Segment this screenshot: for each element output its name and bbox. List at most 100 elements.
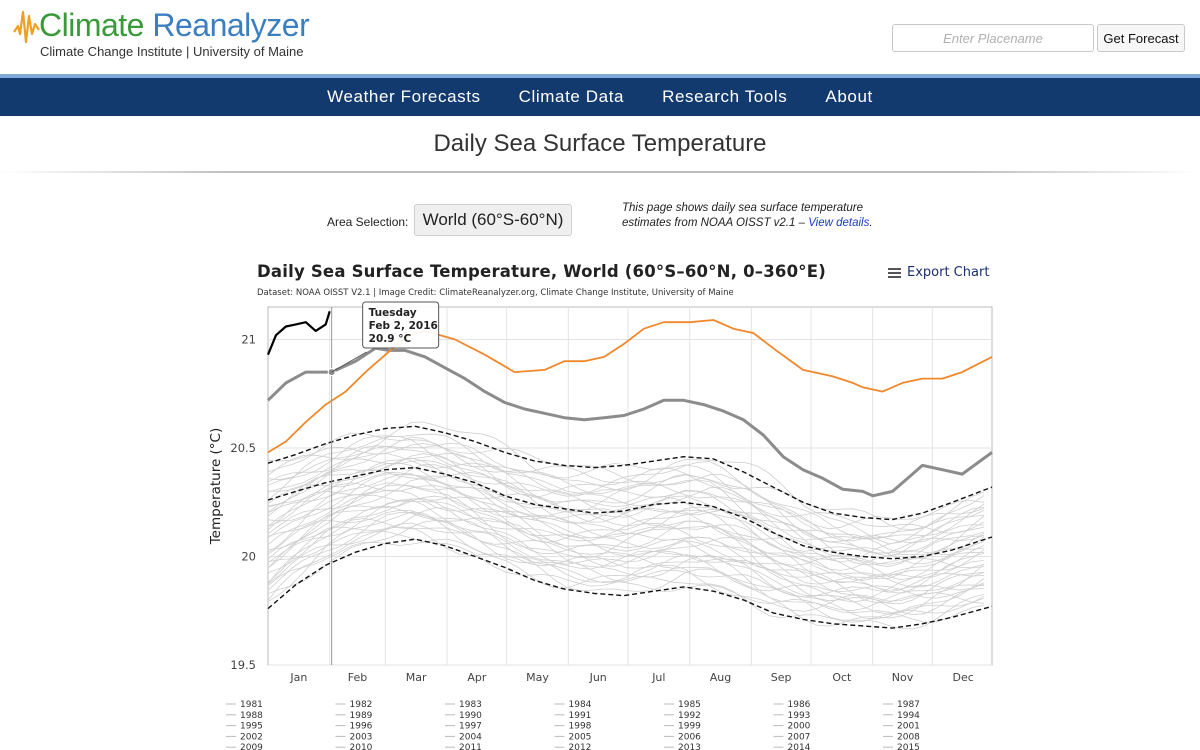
year-series-line [267,471,985,556]
site-header: Climate Reanalyzer Climate Change Instit… [0,0,1200,74]
year-series-line [267,473,985,585]
placename-search-input[interactable] [892,24,1094,52]
legend-item: 1993 [788,711,811,721]
x-month-label: Dec [953,671,974,684]
site-logo-title[interactable]: Climate Reanalyzer [39,7,310,44]
legend-item: 2009 [240,743,263,750]
x-month-label: Jul [651,671,665,684]
year-series-line [267,507,985,616]
x-month-label: Aug [710,671,731,684]
description-text: This page shows daily sea surface temper… [622,202,863,229]
page-title: Daily Sea Surface Temperature [433,130,767,157]
year-series-line [267,464,985,581]
tooltip-pointer [331,351,367,373]
nav-research-tools[interactable]: Research Tools [662,87,788,106]
minus-2sd-line [267,538,993,629]
view-details-link[interactable]: View details [808,217,870,229]
year-series-line [267,473,985,581]
legend-item: 2011 [459,743,482,750]
legend-item: 1988 [240,711,263,721]
hamburger-menu-icon [888,267,901,278]
legend-item: 1996 [350,722,373,732]
chart-subtitle: Dataset: NOAA OISST V2.1 | Image Credit:… [257,288,734,298]
x-month-label: Apr [467,671,487,684]
series-line-2023 [267,319,993,454]
year-series-line [267,477,985,594]
year-series-line [267,482,985,565]
export-chart-button[interactable]: Export Chart [888,265,989,280]
year-series-line [267,458,985,544]
legend-item: 1999 [678,722,701,732]
y-tick-label: 19.5 [230,658,256,672]
tooltip-weekday: Tuesday [369,307,417,319]
sst-chart: 19.5 20 20.5 21 Jan Feb Mar Apr May Jun Jul Aug Sep O… [200,255,1000,750]
y-tick-label: 20.5 [230,441,256,455]
x-month-label: May [526,671,549,684]
plus-2sd-line [267,425,993,521]
x-month-label: Jun [589,671,607,684]
y-axis-title: Temperature (°C) [208,428,224,546]
series-line-2024 [266,310,331,356]
legend-item: 1987 [897,700,920,710]
series-line-2016 [266,346,993,498]
legend-item: 2003 [350,732,373,742]
year-series-line [267,499,985,597]
year-series-line [267,433,985,542]
year-series-line [267,453,985,553]
area-selection-dropdown[interactable]: World (60°S-60°N) [414,204,572,236]
year-series-line [267,457,985,568]
legend-item: 1994 [897,711,920,721]
x-month-label: Jan [289,671,307,684]
legend-item: 1990 [459,711,482,721]
x-month-label: Mar [406,671,427,684]
legend-item: 1989 [350,711,373,721]
year-series-line [267,509,985,591]
legend-item: 2013 [678,743,701,750]
legend-item: 2000 [788,722,811,732]
description-end: . [869,217,873,229]
legend-item: 1995 [240,722,263,732]
legend-item: 2007 [788,732,811,742]
year-series-line [267,511,985,627]
x-month-label: Oct [832,671,852,684]
nav-weather-forecasts[interactable]: Weather Forecasts [327,87,481,106]
year-series-line [267,482,985,603]
legend-item: 1985 [678,700,701,710]
year-series-line [267,436,985,541]
x-month-label: Sep [771,671,792,684]
legend-item: 2012 [569,743,592,750]
year-series-line [267,531,985,623]
legend-item: 1986 [788,700,811,710]
chart-title: Daily Sea Surface Temperature, World (60… [257,262,826,281]
title-divider [0,171,1200,173]
legend-item: 2015 [897,743,920,750]
year-series-line [267,453,985,534]
tooltip-date: Feb 2, 2016 [369,320,438,332]
tooltip-box [362,301,440,349]
year-series-line [267,512,985,620]
legend-item: 1997 [459,722,482,732]
waveform-logo-icon[interactable] [12,4,42,50]
legend-item: 1992 [678,711,701,721]
chart-canvas[interactable]: 19.5 20 20.5 21 Jan Feb Mar Apr May Jun Jul Aug Sep O… [200,255,1000,750]
nav-accent-line [0,74,1200,78]
y-tick-label: 21 [241,333,256,347]
year-series-line [267,495,985,588]
legend-item: 1991 [569,711,592,721]
get-forecast-button[interactable]: Get Forecast [1097,24,1185,52]
logo-title-climate: Climate [39,7,144,43]
legend-item: 1982 [350,700,373,710]
year-series-line [267,443,985,531]
year-series-line [267,520,985,630]
year-series-line [267,421,985,545]
x-month-label: Feb [348,671,367,684]
legend-item: 2004 [459,732,482,742]
legend-item: 2010 [350,743,373,750]
nav-about[interactable]: About [825,87,873,106]
legend-item: 2005 [569,732,592,742]
nav-climate-data[interactable]: Climate Data [518,87,625,106]
site-subtitle: Climate Change Institute | University of… [40,44,304,59]
legend-item: 1984 [569,700,592,710]
export-chart-label: Export Chart [907,265,990,280]
legend-item: 2001 [897,722,920,732]
